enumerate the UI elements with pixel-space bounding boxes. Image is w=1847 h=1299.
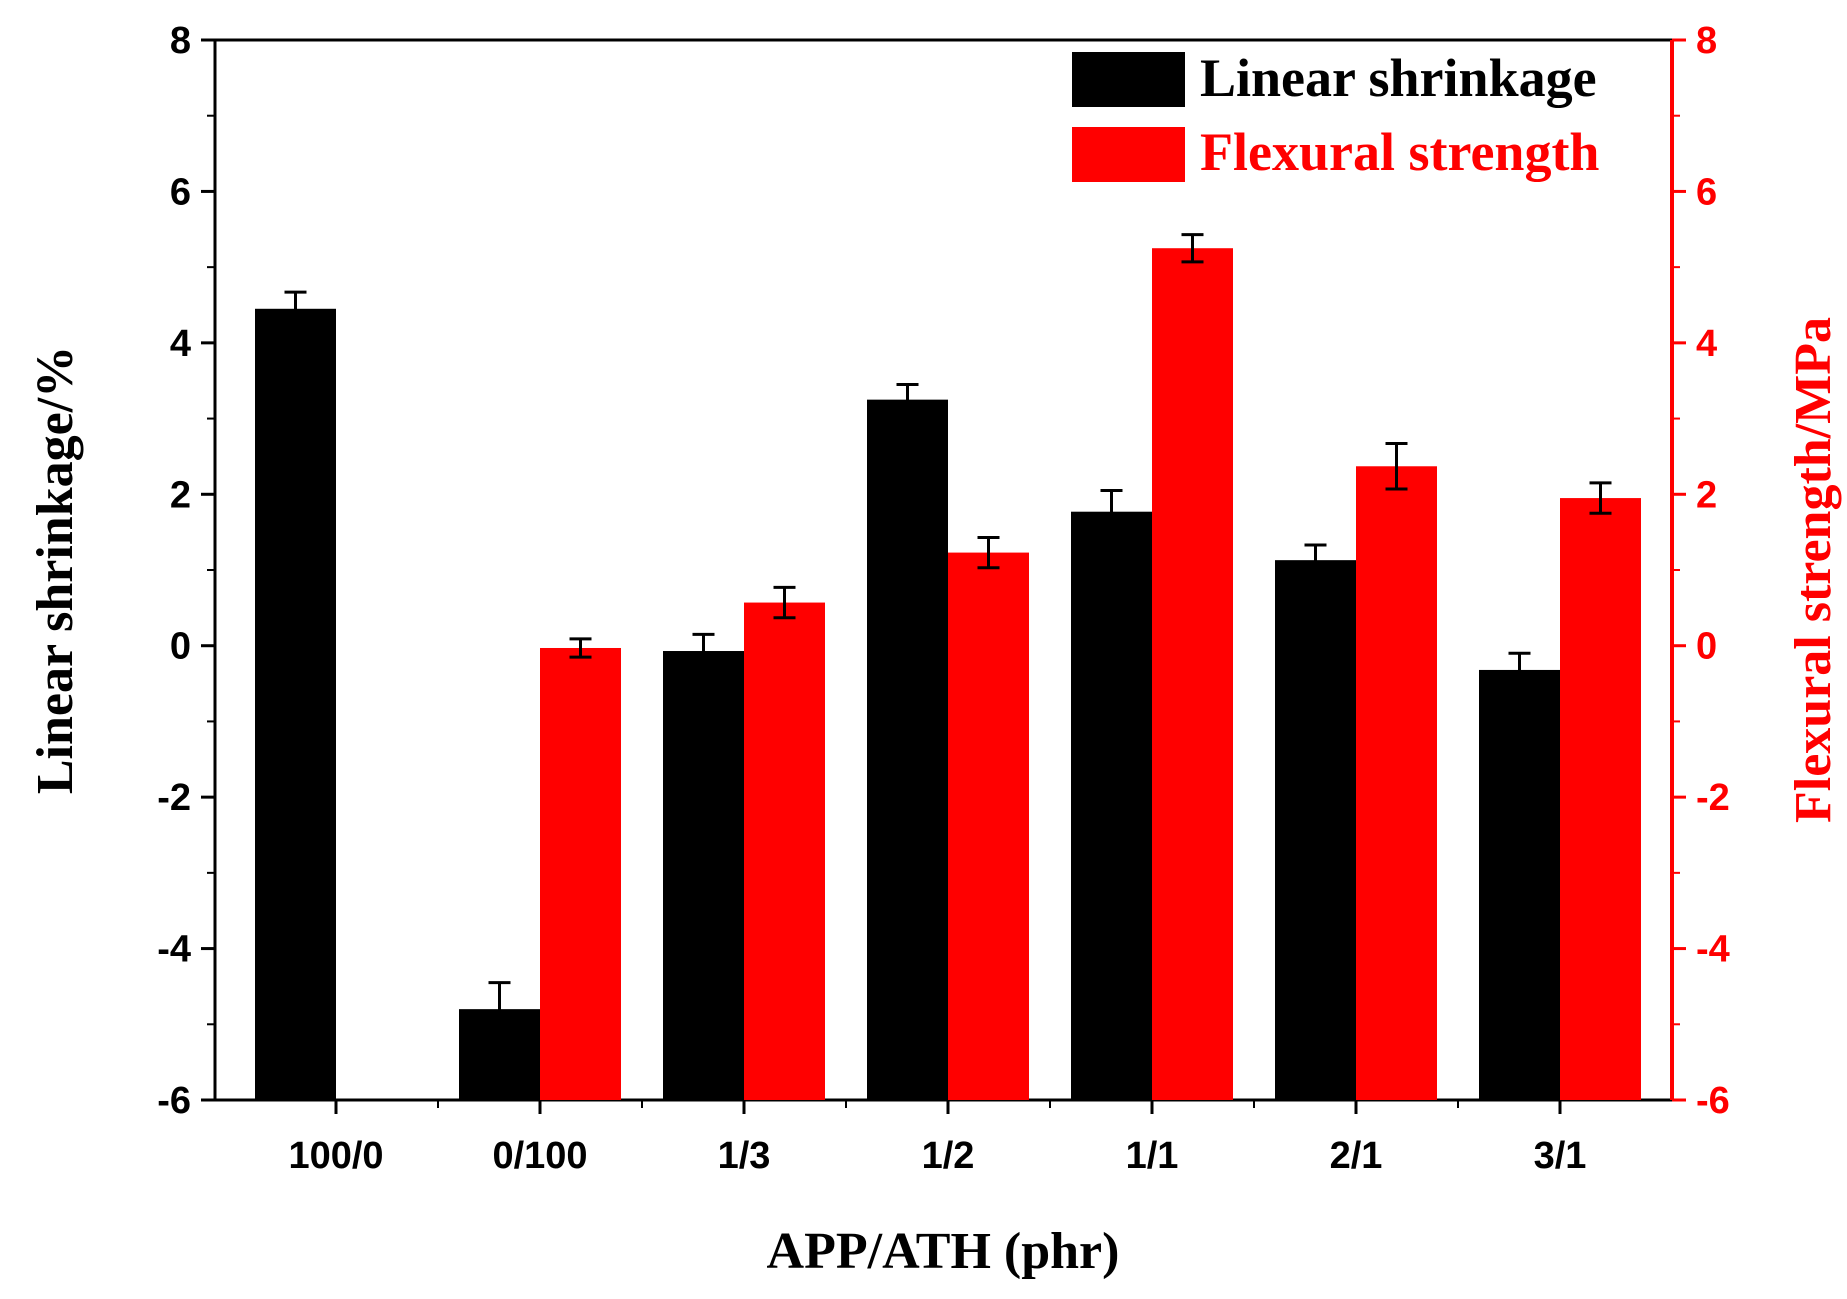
x-tick-label: 1/3 [718, 1135, 771, 1177]
y-tick-label: 0 [170, 626, 191, 668]
y-tick-label: 8 [170, 20, 191, 62]
y-axis-title: Linear shrinkage/% [27, 346, 84, 794]
x-axis-title: APP/ATH (phr) [767, 1223, 1120, 1280]
bars [255, 248, 1641, 1101]
x-axis-ticks: 100/0 0/100 1/3 1/2 1/1 2/1 3/1 [288, 1100, 1586, 1177]
y2-tick-label: 2 [1696, 474, 1717, 516]
bar-flexural-strength [1560, 498, 1641, 1101]
y-tick-label: 4 [170, 323, 191, 365]
bar-linear-shrinkage [1275, 560, 1356, 1100]
y2-tick-label: -4 [1696, 929, 1730, 971]
x-tick-label: 2/1 [1330, 1135, 1383, 1177]
x-tick-label: 1/1 [1126, 1135, 1179, 1177]
y2-tick-label: 0 [1696, 626, 1717, 668]
bar-linear-shrinkage [1071, 511, 1152, 1100]
right-axis-ticks: -6 -4 -2 0 2 4 6 8 [1672, 20, 1730, 1122]
y-tick-label: 6 [170, 171, 191, 213]
bar-flexural-strength [1356, 466, 1437, 1100]
y2-tick-label: 4 [1696, 323, 1717, 365]
bar-flexural-strength [948, 552, 1029, 1100]
y2-axis-title: Flexural strength/MPa [1785, 317, 1842, 823]
y2-tick-label: 8 [1696, 20, 1717, 62]
bar-flexural-strength [540, 647, 621, 1100]
legend-label-flexural-strength: Flexural strength [1200, 122, 1599, 182]
left-axis-ticks: -6 -4 -2 0 2 4 6 8 [157, 20, 215, 1122]
y2-tick-label: -2 [1696, 777, 1730, 819]
legend: Linear shrinkage Flexural strength [1072, 48, 1599, 182]
y2-tick-label: -6 [1696, 1080, 1730, 1122]
y-tick-label: 2 [170, 474, 191, 516]
bar-linear-shrinkage [255, 308, 336, 1100]
x-tick-label: 1/2 [922, 1135, 975, 1177]
y-tick-label: -2 [157, 777, 191, 819]
legend-swatch-linear-shrinkage [1072, 52, 1185, 107]
error-bars [284, 233, 1612, 1038]
y-tick-label: -4 [157, 929, 191, 971]
legend-swatch-flexural-strength [1072, 127, 1185, 182]
x-tick-label: 100/0 [288, 1135, 383, 1177]
bar-linear-shrinkage [1479, 669, 1560, 1100]
y2-tick-label: 6 [1696, 171, 1717, 213]
legend-label-linear-shrinkage: Linear shrinkage [1200, 48, 1597, 108]
bar-linear-shrinkage [867, 399, 948, 1101]
y-tick-label: -6 [157, 1080, 191, 1122]
x-tick-label: 3/1 [1534, 1135, 1587, 1177]
x-tick-label: 0/100 [492, 1135, 587, 1177]
bar-flexural-strength [1152, 248, 1233, 1100]
bar-linear-shrinkage [663, 651, 744, 1100]
bar-flexural-strength [744, 602, 825, 1100]
